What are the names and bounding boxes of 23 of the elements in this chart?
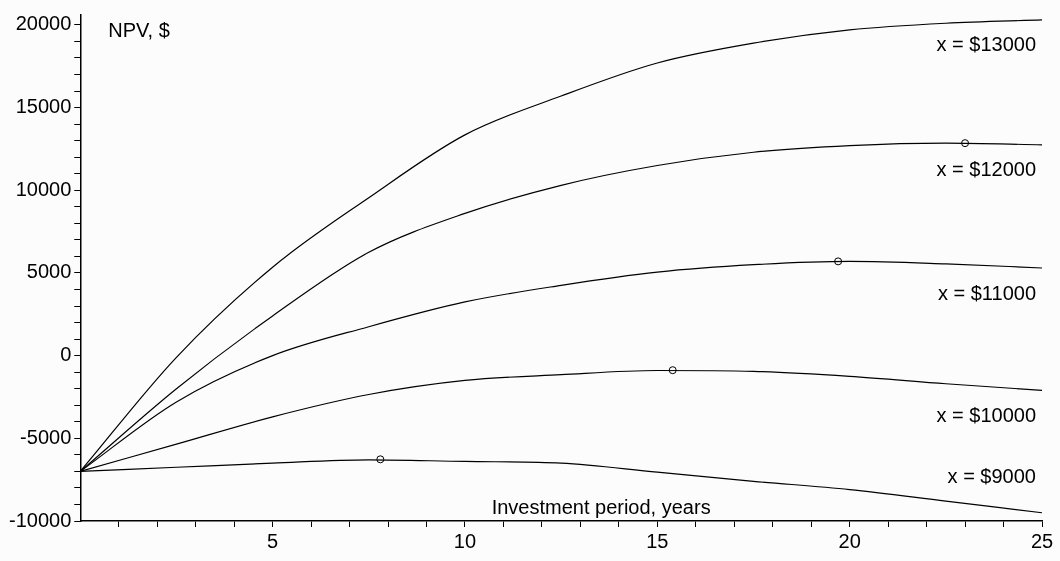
x-tick-label: 20 — [838, 529, 861, 552]
y-tick-label: 15000 — [15, 95, 72, 118]
y-tick-label: -10000 — [8, 508, 72, 531]
y-axis-title: NPV, $ — [108, 18, 170, 41]
y-tick-label: -5000 — [20, 425, 72, 448]
x-tick-label: 5 — [267, 529, 279, 552]
x-tick-label: 15 — [646, 529, 669, 552]
series-label: x = $13000 — [936, 33, 1036, 56]
series-label: x = $12000 — [936, 158, 1036, 181]
y-tick-label: 20000 — [15, 12, 72, 35]
x-tick-label: 25 — [1030, 529, 1054, 552]
y-tick-label: 0 — [60, 343, 72, 366]
series-label: x = $9000 — [947, 464, 1036, 487]
series-label: x = $11000 — [937, 281, 1036, 304]
point — [834, 257, 843, 266]
point — [961, 139, 970, 148]
point — [668, 366, 677, 375]
x-axis-title: Investment period, years — [491, 495, 711, 518]
y-tick-label: 5000 — [26, 260, 72, 283]
y-tick-label: 10000 — [15, 177, 72, 200]
point — [376, 455, 385, 464]
series-label: x = $10000 — [936, 403, 1036, 426]
x-tick-label: 10 — [453, 529, 477, 552]
